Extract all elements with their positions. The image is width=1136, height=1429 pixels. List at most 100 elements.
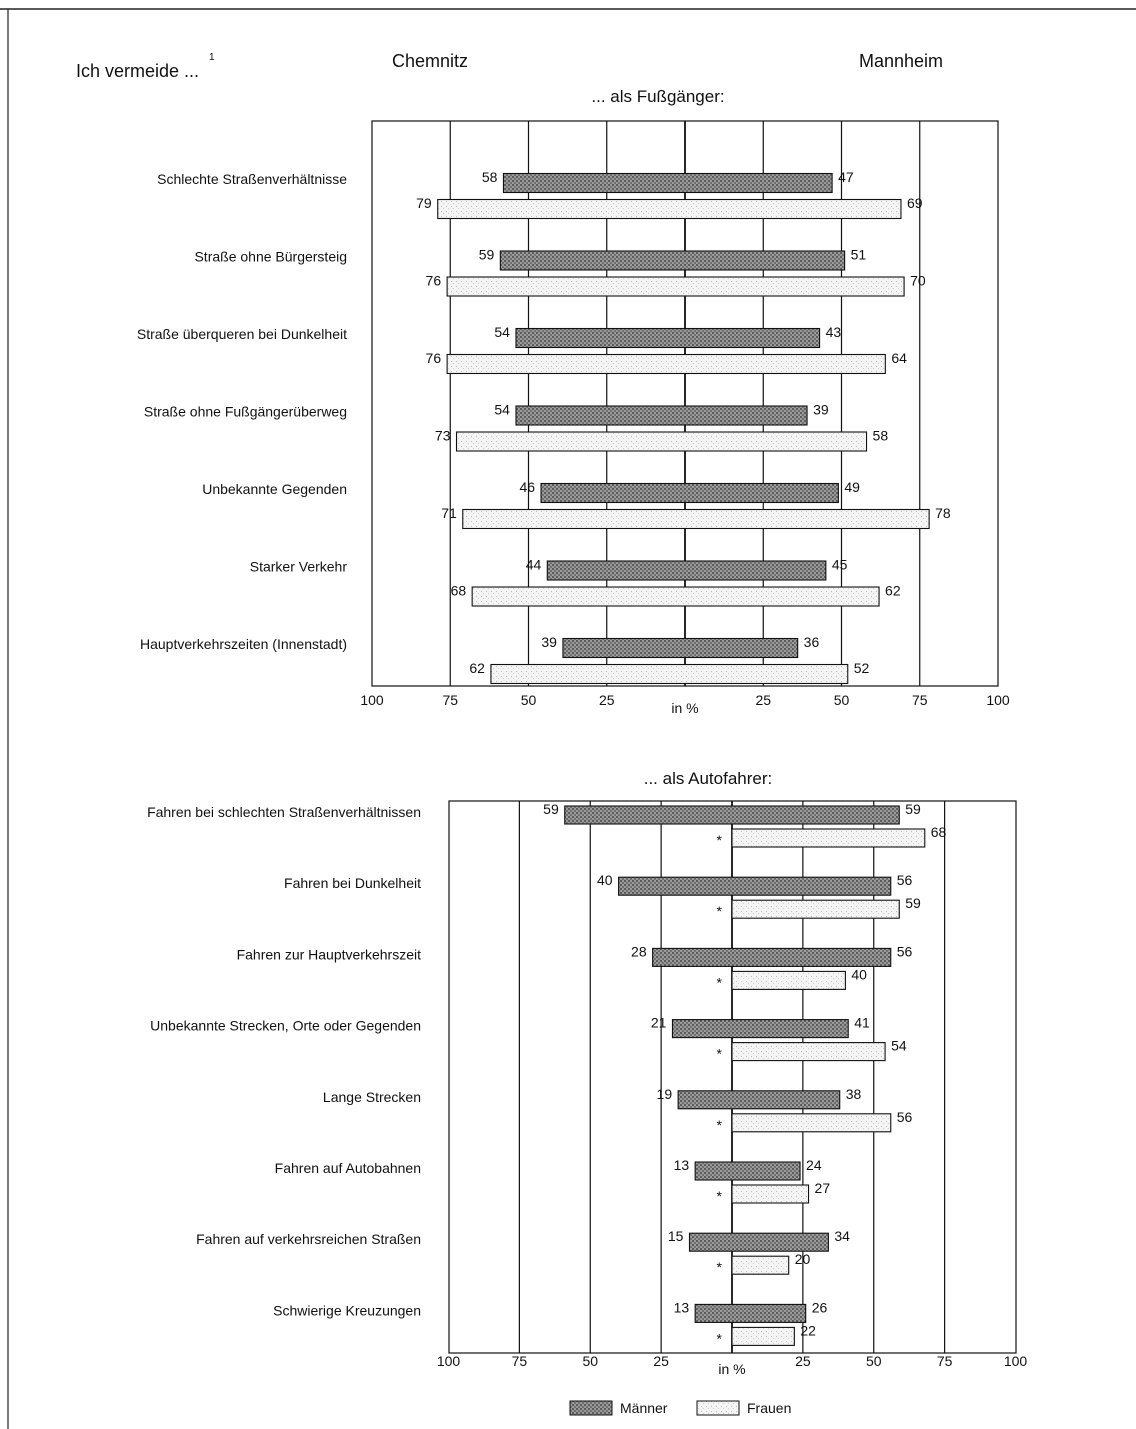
chart-driver-categories: Fahren bei schlechten Straßenverhältniss… xyxy=(147,804,421,1318)
missing-marker: * xyxy=(717,832,723,848)
bar-men xyxy=(618,876,892,896)
value-label: 13 xyxy=(674,1157,690,1173)
bar-women xyxy=(490,663,849,685)
bar-men xyxy=(502,172,833,194)
value-label: 59 xyxy=(905,801,921,817)
value-label: 58 xyxy=(873,428,889,444)
value-label: 20 xyxy=(795,1251,811,1267)
value-label: 52 xyxy=(854,660,870,676)
tick-label: 50 xyxy=(521,692,537,708)
legend: Männer Frauen xyxy=(569,1400,791,1416)
chart-driver: ... als Autofahrer: 59 59 * 68 40 56 * 59 28 56 * 4… xyxy=(147,769,1027,1377)
value-label: 64 xyxy=(891,350,907,366)
header-city-right: Mannheim xyxy=(859,51,943,71)
value-label: 44 xyxy=(526,557,542,573)
bar-men xyxy=(540,482,839,504)
tick-label: 25 xyxy=(755,692,771,708)
bar-men xyxy=(652,947,892,967)
bar-men xyxy=(515,327,821,349)
header-left: Ich vermeide ... xyxy=(76,61,199,81)
bar-women xyxy=(731,1184,810,1204)
value-label: 43 xyxy=(826,324,842,340)
value-label: 39 xyxy=(813,402,829,418)
tick-label: 75 xyxy=(442,692,458,708)
missing-marker: * xyxy=(717,1259,723,1275)
chart-pedestrian-bars: 58 47 79 69 59 51 76 70 54 43 76 64 54 39 73 58 46 49 71 78… xyxy=(416,169,951,685)
axis-label: in % xyxy=(671,700,698,716)
value-label: 45 xyxy=(832,557,848,573)
tick-label: 100 xyxy=(437,1353,461,1369)
category-label: Fahren zur Hauptverkehrszeit xyxy=(237,946,422,962)
chart-pedestrian-ticks: 100 75 50 25 in % 25 50 75 100 xyxy=(360,692,1010,716)
bar-women xyxy=(731,899,900,919)
value-label: 54 xyxy=(891,1038,907,1054)
bar-men xyxy=(562,637,799,659)
value-label: 69 xyxy=(907,195,923,211)
legend-label-women: Frauen xyxy=(747,1400,791,1416)
value-label: 58 xyxy=(482,169,498,185)
value-label: 71 xyxy=(441,505,457,521)
value-label: 51 xyxy=(851,247,867,263)
bar-women xyxy=(731,1113,892,1133)
tick-label: 25 xyxy=(795,1353,811,1369)
category-label: Schwierige Kreuzungen xyxy=(273,1302,421,1318)
category-label: Fahren auf Autobahnen xyxy=(275,1160,421,1176)
bar-women xyxy=(462,508,930,530)
value-label: 22 xyxy=(800,1322,816,1338)
category-label: Starker Verkehr xyxy=(250,559,348,575)
bar-men xyxy=(564,805,900,825)
bar-men xyxy=(546,560,827,581)
bar-men xyxy=(515,405,808,426)
category-label: Unbekannte Strecken, Orte oder Gegenden xyxy=(150,1018,421,1034)
value-label: 34 xyxy=(834,1228,850,1244)
missing-marker: * xyxy=(717,1046,723,1062)
bar-women xyxy=(446,353,886,375)
value-label: 56 xyxy=(897,1109,913,1125)
value-label: 36 xyxy=(804,634,820,650)
missing-marker: * xyxy=(717,1117,723,1133)
value-label: 15 xyxy=(668,1228,684,1244)
value-label: 46 xyxy=(519,479,535,495)
bar-men xyxy=(499,250,846,271)
value-label: 76 xyxy=(426,273,442,289)
value-label: 56 xyxy=(897,872,913,888)
chart-driver-bars: 59 59 * 68 40 56 * 59 28 56 * 40 21 41 * 54 19 38 * 56 13 24 *… xyxy=(543,801,946,1346)
bar-women xyxy=(731,828,926,848)
value-label: 39 xyxy=(541,634,557,650)
tick-label: 100 xyxy=(1004,1353,1028,1369)
value-label: 47 xyxy=(838,169,854,185)
missing-marker: * xyxy=(717,1330,723,1346)
bar-women xyxy=(731,970,846,990)
tick-label: 75 xyxy=(937,1353,953,1369)
value-label: 38 xyxy=(846,1086,862,1102)
header-city-left: Chemnitz xyxy=(392,51,468,71)
value-label: 13 xyxy=(674,1299,690,1315)
tick-label: 75 xyxy=(912,692,928,708)
category-label: Straße überqueren bei Dunkelheit xyxy=(137,326,347,342)
tick-label: 100 xyxy=(986,692,1010,708)
tick-label: 50 xyxy=(866,1353,882,1369)
category-label: Straße ohne Fußgängerüberweg xyxy=(144,404,347,420)
value-label: 78 xyxy=(935,505,951,521)
value-label: 70 xyxy=(910,273,926,289)
chart-pedestrian: ... als Fußgänger: 58 47 79 69 59 51 76 70 54 43 7… xyxy=(137,87,1010,716)
category-label: Hauptverkehrszeiten (Innenstadt) xyxy=(140,636,347,652)
legend-swatch-women xyxy=(696,1400,740,1416)
value-label: 56 xyxy=(897,943,913,959)
header-footnote-mark: 1 xyxy=(209,52,215,63)
category-label: Fahren bei Dunkelheit xyxy=(284,875,421,891)
tick-label: 75 xyxy=(512,1353,528,1369)
value-label: 79 xyxy=(416,195,432,211)
missing-marker: * xyxy=(717,974,723,990)
tick-label: 50 xyxy=(582,1353,598,1369)
tick-label: 100 xyxy=(360,692,384,708)
value-label: 41 xyxy=(854,1015,870,1031)
tick-label: 25 xyxy=(599,692,615,708)
bar-men xyxy=(677,1090,841,1110)
legend-swatch-men xyxy=(569,1400,613,1416)
value-label: 59 xyxy=(905,895,921,911)
value-label: 68 xyxy=(931,824,947,840)
bar-women xyxy=(731,1255,790,1275)
chart-pedestrian-title: ... als Fußgänger: xyxy=(591,87,724,106)
